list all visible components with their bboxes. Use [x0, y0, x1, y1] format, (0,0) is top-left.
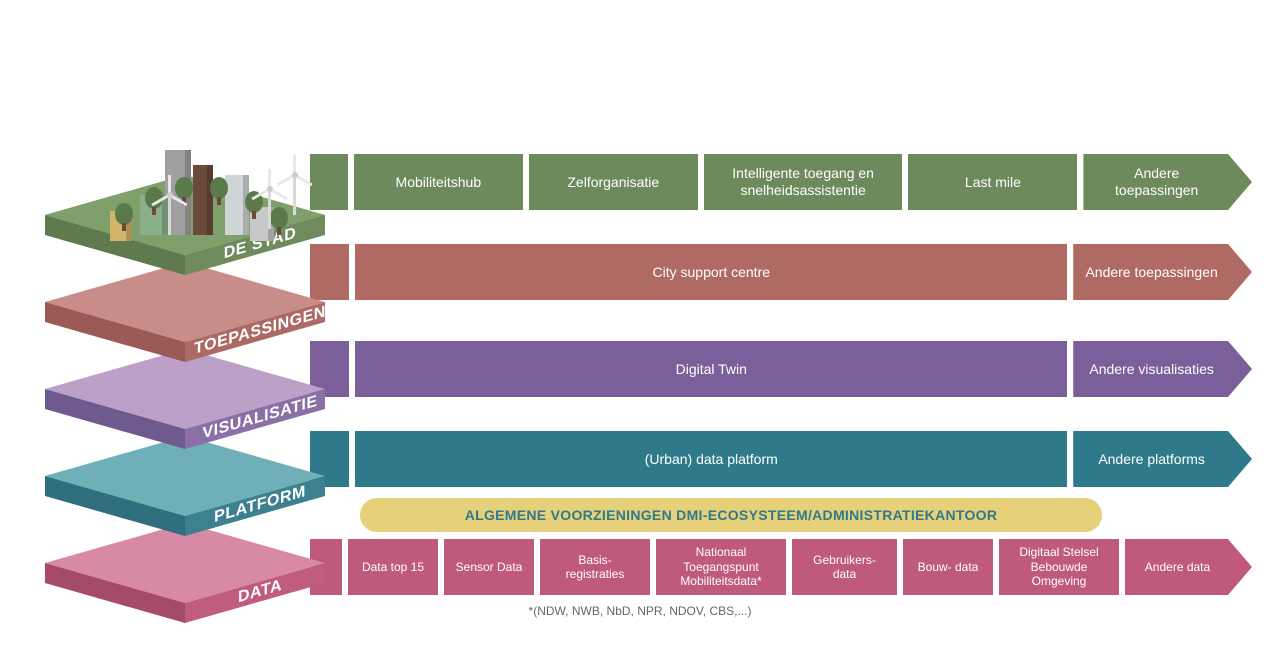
tree-icon: [210, 177, 228, 205]
footnote: *(NDW, NWB, NbD, NPR, NDOV, CBS,...): [490, 604, 790, 618]
segment-label: Mobiliteitshub: [396, 174, 482, 191]
segment-label: Andere visualisaties: [1089, 361, 1214, 378]
segment: Digitaal Stelsel Bebouwde Omgeving: [999, 539, 1119, 595]
row-data: Data top 15 Sensor Data Basis- registratie…: [310, 539, 1252, 595]
segment-label: Digital Twin: [676, 361, 747, 378]
segment-arrow: Andere toepassingen: [1073, 244, 1252, 300]
segment: Basis- registraties: [540, 539, 650, 595]
wind-turbine-icon: [280, 155, 310, 215]
segment: Intelligente toegang en snelheidsassiste…: [704, 154, 903, 210]
segment-label: Andere data: [1145, 560, 1210, 574]
segment: Last mile: [908, 154, 1077, 210]
segment: Sensor Data: [444, 539, 534, 595]
segment: Digital Twin: [355, 341, 1067, 397]
diagram-stage: DATA PLATFORM VISUALISATIE TOEPASSINGEN …: [0, 0, 1272, 665]
segment-label: Sensor Data: [456, 560, 523, 574]
segment: Mobiliteitshub: [354, 154, 523, 210]
segment-label: Nationaal Toegangspunt Mobiliteitsdata*: [666, 545, 776, 588]
segment-label: Intelligente toegang en snelheidsassiste…: [714, 165, 893, 199]
city-illustration: [45, 95, 325, 295]
segment-label: Andere platforms: [1098, 451, 1205, 468]
segment-label: Andere toepassingen: [1085, 264, 1217, 281]
segment: Nationaal Toegangspunt Mobiliteitsdata*: [656, 539, 786, 595]
segment: Data top 15: [348, 539, 438, 595]
segment-arrow: Andere visualisaties: [1073, 341, 1252, 397]
segment: City support centre: [355, 244, 1067, 300]
segment-label: Bouw- data: [918, 560, 979, 574]
segment: Zelforganisatie: [529, 154, 698, 210]
segment-label: Digitaal Stelsel Bebouwde Omgeving: [1009, 545, 1109, 588]
row-platform: (Urban) data platform Andere platforms: [310, 431, 1252, 487]
segment-label: Zelforganisatie: [567, 174, 659, 191]
segment-label: Gebruikers- data: [802, 553, 887, 582]
banner-dmi: ALGEMENE VOORZIENINGEN DMI-ECOSYSTEEM/AD…: [360, 498, 1102, 532]
segment-label: Data top 15: [362, 560, 424, 574]
row-de-stad: Mobiliteitshub Zelforganisatie Intelligent…: [310, 154, 1252, 210]
segment: Gebruikers- data: [792, 539, 897, 595]
segment: (Urban) data platform: [355, 431, 1067, 487]
segment-arrow: Andere data: [1125, 539, 1252, 595]
segment-label: (Urban) data platform: [645, 451, 778, 468]
row-visualisatie: Digital Twin Andere visualisaties: [310, 341, 1252, 397]
row-toepassingen: City support centre Andere toepassingen: [310, 244, 1252, 300]
segment: Bouw- data: [903, 539, 993, 595]
segment-arrow: Andere toepassingen: [1083, 154, 1252, 210]
segment-arrow: Andere platforms: [1073, 431, 1252, 487]
segment-label: City support centre: [653, 264, 771, 281]
segment-label: Last mile: [965, 174, 1021, 191]
banner-label: ALGEMENE VOORZIENINGEN DMI-ECOSYSTEEM/AD…: [465, 507, 998, 523]
segment-label: Basis- registraties: [550, 553, 640, 582]
wind-turbine-icon: [155, 175, 185, 235]
tree-icon: [115, 203, 133, 231]
iso-stack: DATA PLATFORM VISUALISATIE TOEPASSINGEN …: [45, 10, 325, 650]
segment-label: Andere toepassingen: [1093, 165, 1220, 199]
